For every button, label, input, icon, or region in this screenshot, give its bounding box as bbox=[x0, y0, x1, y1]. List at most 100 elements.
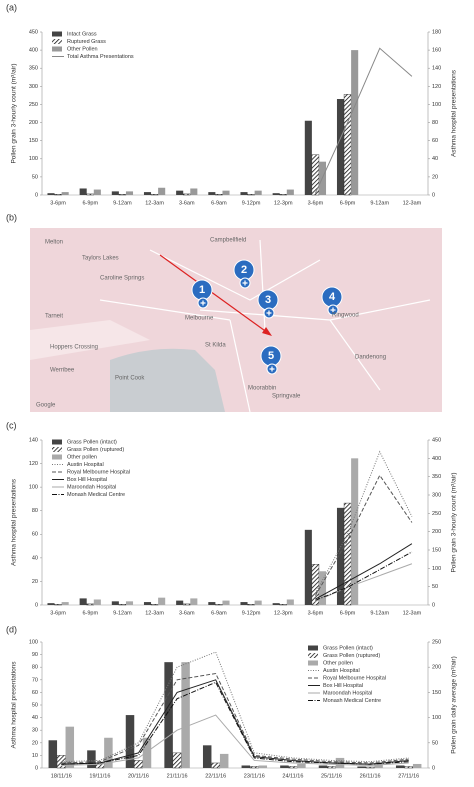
bar bbox=[336, 99, 345, 195]
bar bbox=[318, 765, 328, 768]
x-tick-label: 23/11/16 bbox=[244, 773, 265, 779]
y2-tick-label: 180 bbox=[432, 29, 441, 35]
bar bbox=[150, 194, 159, 196]
bar bbox=[222, 190, 230, 195]
y-tick-label: 20 bbox=[32, 740, 38, 746]
line-series bbox=[61, 672, 409, 764]
bar bbox=[183, 193, 191, 196]
x-tick-label: 3-6pm bbox=[308, 200, 324, 206]
legend-swatch bbox=[52, 31, 62, 37]
y-tick-label: 30 bbox=[32, 728, 38, 734]
bar bbox=[65, 726, 75, 768]
legend-label: Monash Medical Centre bbox=[323, 698, 381, 704]
y2-axis-label: Asthma hospital presentations bbox=[451, 69, 458, 157]
y2-tick-label: 200 bbox=[432, 665, 441, 671]
bar bbox=[343, 94, 352, 196]
y2-tick-label: 450 bbox=[432, 437, 441, 443]
bar bbox=[125, 715, 135, 768]
bar bbox=[176, 600, 184, 605]
y2-tick-label: 140 bbox=[432, 66, 441, 72]
bar bbox=[164, 662, 173, 768]
bar bbox=[172, 752, 182, 769]
bar bbox=[247, 194, 255, 196]
y-tick-label: 120 bbox=[29, 461, 38, 467]
place-label: Melton bbox=[45, 240, 63, 246]
y-tick-label: 150 bbox=[29, 138, 38, 144]
legend-label: Grass Pollen (ruptured) bbox=[323, 653, 380, 659]
place-label: St Kilda bbox=[205, 343, 226, 349]
bar bbox=[183, 603, 191, 606]
y2-tick-label: 160 bbox=[432, 48, 441, 54]
bar bbox=[134, 760, 143, 769]
legend-swatch bbox=[308, 645, 318, 651]
x-tick-label: 9-12am bbox=[370, 610, 389, 616]
bar bbox=[48, 740, 58, 768]
x-tick-label: 3-6pm bbox=[50, 610, 66, 616]
legend-swatch bbox=[52, 39, 62, 44]
y2-tick-label: 300 bbox=[432, 492, 441, 498]
bar bbox=[47, 603, 55, 605]
y2-axis-label: Pollen grain 3-hourly count (m³/air) bbox=[451, 472, 458, 572]
bar bbox=[176, 190, 184, 195]
y-tick-label: 40 bbox=[32, 715, 38, 721]
legend-swatch bbox=[308, 653, 318, 658]
x-tick-label: 22/11/16 bbox=[205, 773, 226, 779]
legend-label: Box Hill Hospital bbox=[67, 477, 107, 483]
panel-label: (b) bbox=[6, 212, 17, 222]
line-series bbox=[61, 681, 409, 765]
x-tick-label: 9-12pm bbox=[242, 200, 261, 206]
legend-label: Box Hill Hospital bbox=[323, 683, 363, 689]
arrow-head bbox=[262, 327, 272, 336]
x-tick-label: 18/11/16 bbox=[51, 773, 72, 779]
bar bbox=[79, 188, 87, 195]
place-label: Hoppers Crossing bbox=[50, 345, 98, 351]
x-tick-label: 9-12am bbox=[113, 610, 132, 616]
hospital-cross bbox=[200, 300, 206, 306]
x-tick-label: 6-9am bbox=[211, 610, 227, 616]
line-series bbox=[314, 47, 413, 194]
y2-tick-label: 120 bbox=[432, 84, 441, 90]
hospital-cross bbox=[330, 307, 336, 313]
legend-swatch bbox=[52, 454, 62, 460]
y-axis-label: Asthma hospital presentations bbox=[11, 661, 18, 749]
bar bbox=[143, 192, 152, 195]
x-tick-label: 25/11/16 bbox=[321, 773, 342, 779]
map-panel: (b) bbox=[6, 212, 442, 413]
y-tick-label: 300 bbox=[29, 84, 38, 90]
legend-label: Monash Medical Centre bbox=[67, 492, 125, 498]
bar bbox=[93, 599, 101, 605]
y-tick-label: 350 bbox=[29, 66, 38, 72]
bar bbox=[118, 194, 127, 196]
marker-label: 5 bbox=[268, 350, 274, 362]
x-tick-label: 12-3pm bbox=[274, 200, 293, 206]
y-tick-label: 100 bbox=[29, 485, 38, 491]
y-tick-label: 0 bbox=[35, 192, 38, 198]
bar bbox=[357, 766, 366, 768]
x-tick-label: 12-3am bbox=[145, 610, 164, 616]
bar bbox=[61, 602, 69, 605]
y-tick-label: 50 bbox=[32, 702, 38, 708]
legend-label: Other pollen bbox=[323, 660, 353, 666]
y-tick-label: 60 bbox=[32, 532, 38, 538]
bar bbox=[297, 763, 306, 768]
y2-tick-label: 60 bbox=[432, 138, 438, 144]
bar bbox=[240, 192, 248, 195]
y2-tick-label: 50 bbox=[432, 584, 438, 590]
bar bbox=[87, 750, 96, 768]
legend-label: Maroondah Hospital bbox=[323, 690, 372, 696]
y2-tick-label: 100 bbox=[432, 102, 441, 108]
bar bbox=[181, 662, 190, 768]
bar bbox=[118, 604, 127, 606]
x-tick-label: 6-9pm bbox=[340, 610, 356, 616]
bar bbox=[125, 191, 134, 195]
y-tick-label: 70 bbox=[32, 677, 38, 683]
bar bbox=[111, 601, 119, 605]
y-tick-label: 450 bbox=[29, 29, 38, 35]
hospital-cross bbox=[266, 310, 272, 316]
y-tick-label: 140 bbox=[29, 437, 38, 443]
line-series bbox=[315, 551, 413, 601]
marker-label: 3 bbox=[265, 294, 271, 306]
y-tick-label: 200 bbox=[29, 120, 38, 126]
y-tick-label: 0 bbox=[35, 765, 38, 771]
